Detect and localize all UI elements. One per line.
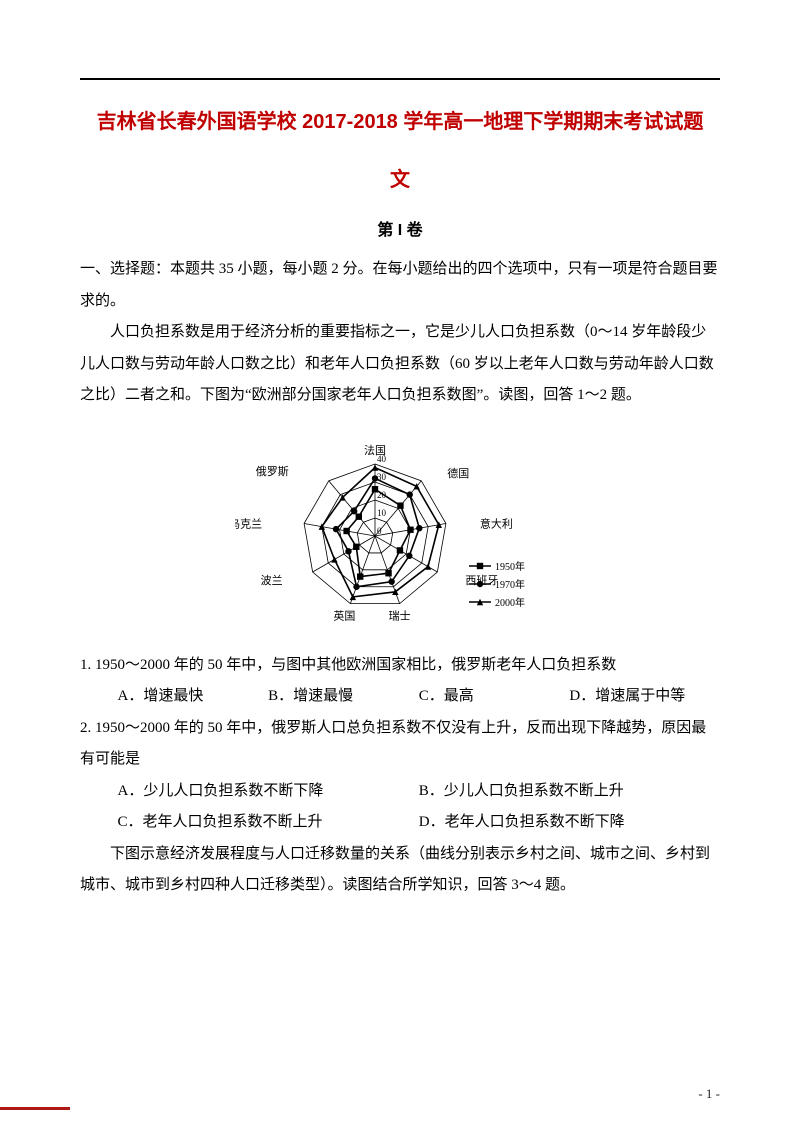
q2-stem: 2. 1950～2000 年的 50 年中，俄罗斯人口总负担系数不仅没有上升，反… xyxy=(80,713,720,776)
svg-text:2000年: 2000年 xyxy=(495,596,525,609)
page-number: - 1 - xyxy=(698,1086,720,1102)
svg-text:1970年: 1970年 xyxy=(495,578,525,591)
svg-text:意大利: 意大利 xyxy=(480,516,513,530)
q1-stem: 1. 1950～2000 年的 50 年中，与图中其他欧洲国家相比，俄罗斯老年人… xyxy=(80,650,720,682)
svg-text:法国: 法国 xyxy=(364,443,386,457)
top-rule xyxy=(80,78,720,80)
doc-title-line2: 文 xyxy=(80,154,720,206)
svg-text:10: 10 xyxy=(377,508,387,518)
instructions: 一、选择题：本题共 35 小题，每小题 2 分。在每小题给出的四个选项中，只有一… xyxy=(80,254,720,317)
q1-opt-c: C．最高 xyxy=(419,681,570,713)
page-content: 吉林省长春外国语学校 2017-2018 学年高一地理下学期期末考试试题 文 第… xyxy=(0,0,800,942)
doc-title-line1: 吉林省长春外国语学校 2017-2018 学年高一地理下学期期末考试试题 xyxy=(80,96,720,148)
svg-text:英国: 英国 xyxy=(333,608,355,622)
q2-opt-d: D．老年人口负担系数不断下降 xyxy=(419,807,720,839)
q1-options: A．增速最快 B．增速最慢 C．最高 D．增速属于中等 xyxy=(80,681,720,713)
section-label: 第 I 卷 xyxy=(80,216,720,240)
svg-text:德国: 德国 xyxy=(447,465,469,479)
q2-opt-b: B．少儿人口负担系数不断上升 xyxy=(419,776,720,808)
svg-text:波兰: 波兰 xyxy=(261,574,283,587)
q2-options: A．少儿人口负担系数不断下降 B．少儿人口负担系数不断上升 C．老年人口负担系数… xyxy=(80,776,720,839)
passage-2: 下图示意经济发展程度与人口迁移数量的关系（曲线分别表示乡村之间、城市之间、乡村到… xyxy=(80,839,720,902)
footer-red-bar xyxy=(0,1107,70,1110)
q1-opt-b: B．增速最慢 xyxy=(268,681,419,713)
q1-opt-d: D．增速属于中等 xyxy=(569,681,720,713)
svg-text:1950年: 1950年 xyxy=(495,560,525,573)
svg-text:乌克兰: 乌克兰 xyxy=(235,516,262,530)
svg-text:俄罗斯: 俄罗斯 xyxy=(256,464,289,477)
svg-text:0: 0 xyxy=(377,526,382,536)
q2-opt-a: A．少儿人口负担系数不断下降 xyxy=(118,776,419,808)
q1-opt-a: A．增速最快 xyxy=(118,681,269,713)
passage-1: 人口负担系数是用于经济分析的重要指标之一，它是少儿人口负担系数（0～14 岁年龄… xyxy=(80,317,720,412)
q2-opt-c: C．老年人口负担系数不断上升 xyxy=(118,807,419,839)
radar-chart: 010203040法国德国意大利西班牙瑞士英国波兰乌克兰俄罗斯1950年1970… xyxy=(80,426,720,636)
svg-text:瑞士: 瑞士 xyxy=(389,608,411,622)
